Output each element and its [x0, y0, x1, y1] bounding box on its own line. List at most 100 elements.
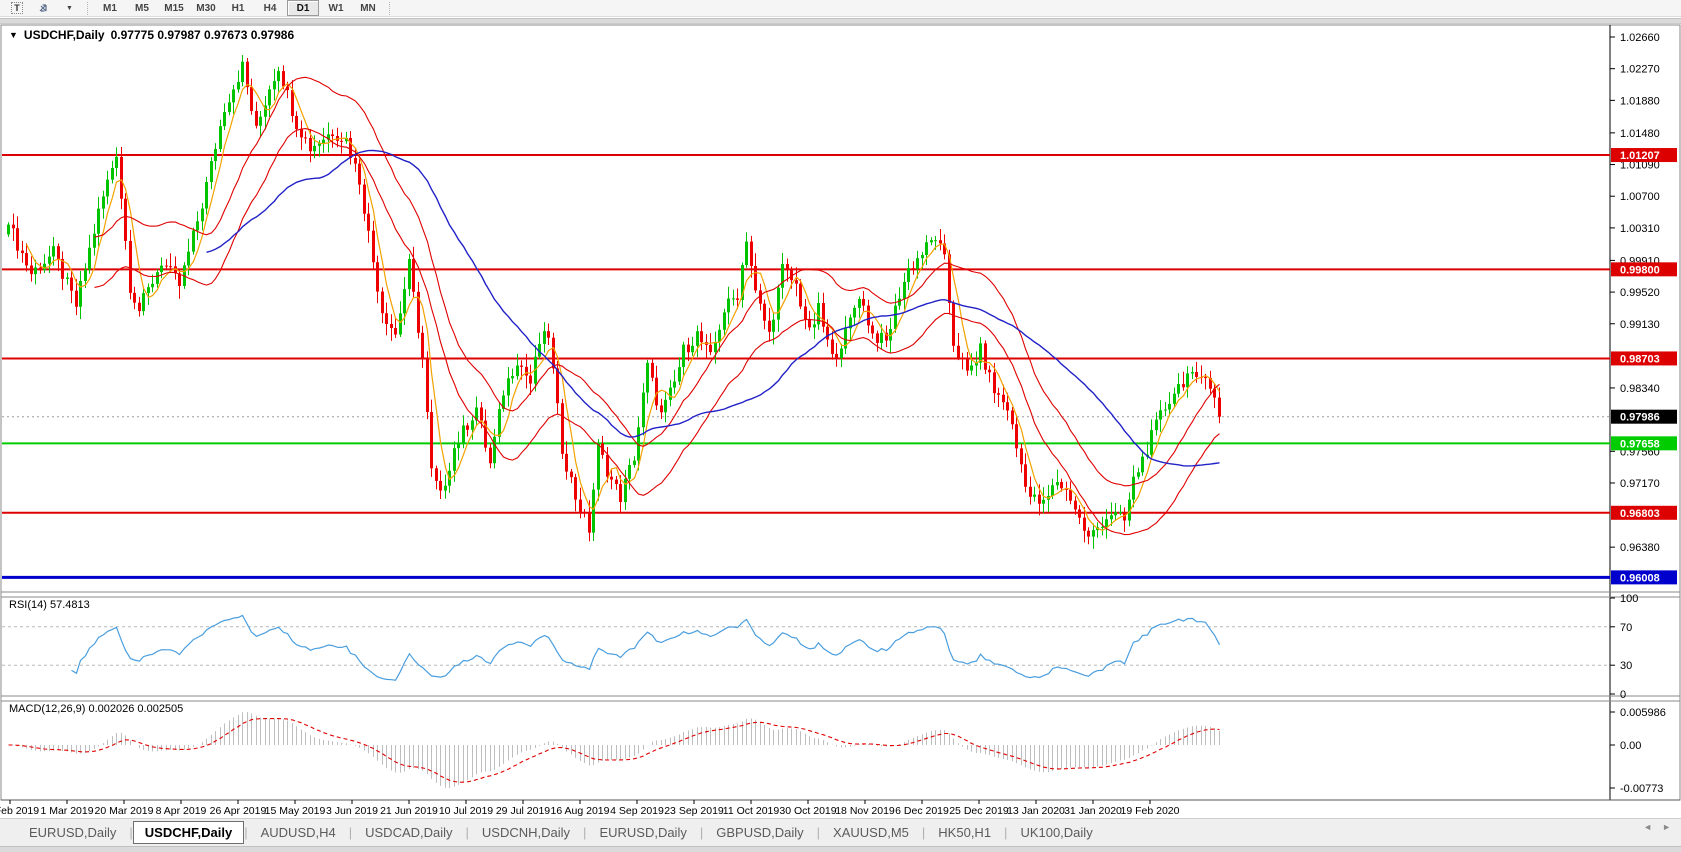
- price-tick-label: 0.99130: [1620, 319, 1660, 331]
- candle-body: [664, 399, 667, 413]
- chart-tab-xauusd-m5[interactable]: XAUUSD,M5: [833, 825, 909, 840]
- candle-body: [948, 254, 951, 303]
- candle-body: [295, 115, 298, 130]
- chart-menu-icon[interactable]: ▼: [9, 30, 18, 40]
- arrange-windows-button[interactable]: [30, 0, 56, 17]
- candle-body: [543, 331, 546, 344]
- timeframe-button-group: M1 M5 M15 M30 H1 H4 D1 W1 MN: [94, 0, 384, 16]
- timeframe-button-m5[interactable]: M5: [135, 2, 149, 14]
- ma-fast-line: [25, 82, 1221, 531]
- tab-divider: |: [699, 825, 704, 840]
- candle-body: [327, 134, 330, 140]
- candle-body: [880, 332, 883, 343]
- candle-body: [313, 145, 316, 152]
- chart-tab-eurusd-daily[interactable]: EURUSD,Daily: [599, 825, 687, 840]
- price-tick-label: 1.02270: [1620, 64, 1660, 76]
- candle-body: [462, 425, 465, 444]
- chart-tab-gbpusd-daily[interactable]: GBPUSD,Daily: [716, 825, 804, 840]
- candle-body: [1033, 494, 1036, 497]
- candle-body: [714, 342, 717, 353]
- candle-body: [273, 81, 276, 90]
- timeframe-button-d1[interactable]: D1: [287, 0, 319, 16]
- chart-tab-eurusd-daily[interactable]: EURUSD,Daily: [29, 825, 117, 840]
- candle-body: [291, 90, 294, 116]
- price-tick-label: 0.97170: [1620, 478, 1660, 490]
- candle-body: [1159, 410, 1162, 420]
- candle-body: [1141, 456, 1144, 473]
- candle-body: [619, 484, 622, 502]
- price-tick-label: 1.02660: [1620, 32, 1660, 44]
- timeframe-button-h1[interactable]: H1: [231, 2, 245, 14]
- chart-tab-uk100-daily[interactable]: UK100,Daily: [1020, 825, 1093, 840]
- rsi-line: [71, 614, 1221, 681]
- candle-body: [709, 344, 712, 353]
- candle-body: [588, 512, 591, 533]
- toolbar-dropdown-button[interactable]: ▼: [56, 0, 82, 17]
- candle-body: [232, 89, 235, 103]
- candle-body: [894, 305, 897, 330]
- chart-tab-usdchf-daily[interactable]: USDCHF,Daily: [132, 821, 245, 844]
- candle-body: [988, 369, 991, 373]
- horizontal-scrollbar[interactable]: [0, 18, 1681, 24]
- candle-body: [304, 137, 307, 139]
- chart-plot[interactable]: 1.02660 1.02270 1.01880 1.01480 1.01090 1.007…: [0, 0, 1681, 818]
- chart-tab-hk50-h1[interactable]: HK50,H1: [938, 825, 992, 840]
- candle-body: [1083, 517, 1086, 531]
- tab-scroll-right-icon[interactable]: ►: [1662, 822, 1671, 832]
- candle-body: [7, 224, 10, 235]
- tab-scroll-left-icon[interactable]: ◄: [1643, 822, 1653, 832]
- candle-body: [1092, 530, 1095, 537]
- timeframe-button-h4[interactable]: H4: [263, 2, 277, 14]
- chart-tab-usdcad-daily[interactable]: USDCAD,Daily: [365, 825, 453, 840]
- candle-body: [345, 137, 348, 142]
- candle-body: [381, 291, 384, 314]
- candle-body: [628, 464, 631, 479]
- candle-body: [268, 89, 271, 106]
- candle-body: [408, 259, 411, 290]
- candle-body: [1069, 489, 1072, 501]
- timeframe-button-mn[interactable]: MN: [360, 2, 376, 14]
- candle-body: [111, 167, 114, 180]
- price-tick-label: 0.99520: [1620, 287, 1660, 299]
- date-label: 30 Oct 2019: [779, 805, 836, 817]
- candle-body: [426, 358, 429, 413]
- price-tick-label: 1.00700: [1620, 191, 1660, 203]
- timeframe-button-m15[interactable]: M15: [164, 2, 184, 14]
- candle-body: [907, 268, 910, 282]
- candle-body: [286, 86, 289, 91]
- rsi-label: RSI(14) 57.4813: [9, 599, 90, 611]
- candle-body: [862, 299, 865, 306]
- candle-body: [439, 480, 442, 491]
- candle-body: [858, 299, 861, 308]
- candle-body: [430, 412, 433, 469]
- chart-tab-usdcnh-daily[interactable]: USDCNH,Daily: [481, 825, 571, 840]
- text-tool-button[interactable]: T: [4, 0, 30, 17]
- candle-body: [511, 376, 514, 379]
- date-label: 13 Jan 2020: [1007, 805, 1065, 817]
- timeframe-button-m30[interactable]: M30: [196, 2, 216, 14]
- level-label-0.98703-bg: [1611, 351, 1677, 366]
- candle-body: [444, 485, 447, 491]
- candle-body: [655, 377, 658, 406]
- candle-body: [457, 443, 460, 449]
- candle-body: [804, 306, 807, 320]
- price-tick-label: 1.01880: [1620, 95, 1660, 107]
- timeframe-button-w1[interactable]: W1: [328, 2, 344, 14]
- candle-body: [570, 471, 573, 478]
- candle-body: [66, 277, 69, 279]
- timeframe-button-m1[interactable]: M1: [103, 2, 117, 14]
- candle-body: [1011, 410, 1014, 425]
- candle-body: [1209, 377, 1212, 389]
- candle-body: [255, 110, 258, 126]
- candle-body: [331, 134, 334, 137]
- candle-body: [466, 425, 469, 430]
- price-tick-label: 1.01090: [1620, 160, 1660, 172]
- candle-body: [876, 333, 879, 343]
- candle-body: [309, 137, 312, 152]
- candle-body: [147, 287, 150, 294]
- toolbar-separator: [87, 1, 89, 15]
- chart-tab-audusd-h4[interactable]: AUDUSD,H4: [260, 825, 336, 840]
- candle-body: [412, 259, 415, 292]
- tab-divider: |: [465, 825, 469, 840]
- candle-body: [966, 359, 969, 371]
